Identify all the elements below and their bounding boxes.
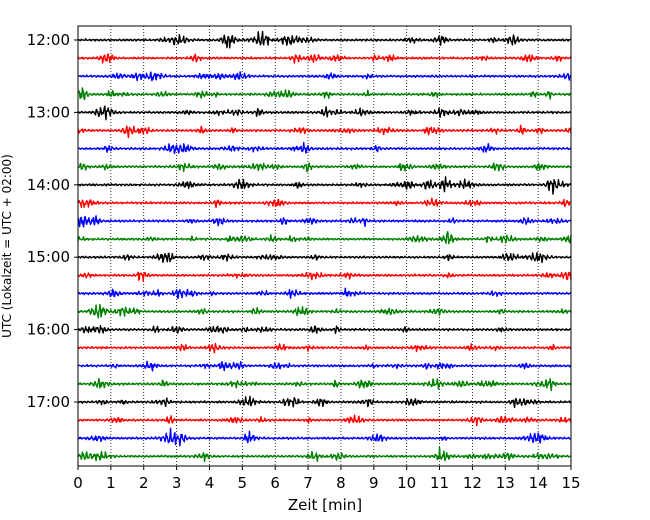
x-tick-label: 15 [561,474,580,492]
y-tick-label: 16:00 [27,321,70,339]
seismogram-trace [77,377,572,392]
seismogram-trace [77,105,572,121]
x-tick-label: 14 [529,474,548,492]
y-axis-label: UTC (Lokalzeit = UTC + 02:00) [0,154,14,338]
x-tick-label: 8 [336,474,346,492]
seismogram-trace [77,287,572,300]
seismogram-trace [77,446,572,463]
seismogram-trace [77,414,572,427]
seismogram-traces [77,30,572,463]
y-tick-label: 17:00 [27,393,70,411]
y-tick-label: 13:00 [27,103,70,121]
y-tick-label: 15:00 [27,248,70,266]
x-tick-label: 5 [238,474,248,492]
seismogram-trace [77,197,572,209]
seismogram-trace [77,427,572,447]
seismogram-trace [77,53,572,64]
seismogram-trace [77,124,572,139]
seismogram-trace [77,87,572,101]
y-axis-ticks: 12:00 13:00 14:00 15:00 16:00 17:00 [27,31,78,411]
vertical-grid [110,26,539,466]
seismogram-trace [77,252,572,264]
seismogram-trace [77,71,572,82]
seismogram-trace [77,360,572,372]
seismogram-trace [77,162,572,173]
plot-frame [77,25,572,467]
x-axis-ticks: 0 1 2 3 4 5 6 7 8 9 10 11 12 13 14 15 [73,466,581,492]
seismogram-trace [77,30,572,49]
x-tick-label: 7 [303,474,313,492]
seismogram-trace [77,230,572,245]
x-axis-label: Zeit [min] [288,496,362,514]
seismogram-trace [77,395,572,409]
x-tick-label: 1 [106,474,116,492]
x-tick-label: 2 [139,474,149,492]
x-tick-label: 13 [496,474,515,492]
seismogram-trace [77,271,572,282]
x-tick-label: 9 [369,474,379,492]
seismogram-trace [77,215,572,228]
seismogram-trace [77,176,572,195]
x-tick-label: 3 [172,474,182,492]
x-tick-label: 12 [463,474,482,492]
x-tick-label: 4 [205,474,215,492]
seismogram-trace [77,303,572,319]
x-tick-label: 0 [73,474,83,492]
x-tick-label: 10 [397,474,416,492]
y-tick-label: 12:00 [27,31,70,49]
x-tick-label: 11 [430,474,449,492]
seismogram-trace [77,141,572,155]
y-tick-label: 14:00 [27,176,70,194]
seismogram-trace [77,325,572,335]
x-tick-label: 6 [270,474,280,492]
seismogram-trace [77,342,572,354]
